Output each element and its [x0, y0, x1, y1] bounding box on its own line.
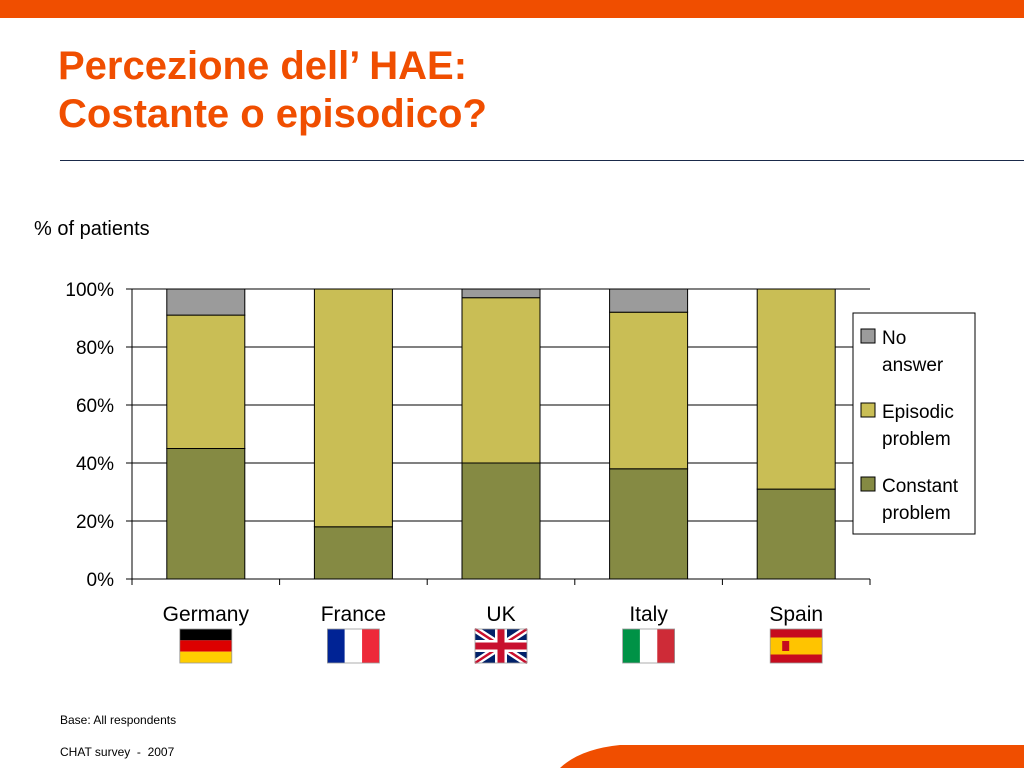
y-axis-label: % of patients: [34, 218, 150, 240]
italy-flag-icon: [622, 628, 675, 664]
y-tick-label: 20%: [76, 512, 114, 533]
title-divider: [60, 160, 1024, 161]
bar-france-episodic: [313, 288, 393, 528]
x-tick-label: Italy: [629, 603, 668, 626]
bar-spain-constant: [756, 488, 836, 580]
legend-label-episodic: Episodic: [882, 402, 954, 423]
legend-label-constant: problem: [882, 503, 951, 524]
bar-germany-no_answer: [166, 288, 246, 316]
top-accent-bar: [0, 0, 1024, 18]
france-flag-icon: [326, 628, 380, 664]
x-tick-label: France: [321, 603, 386, 626]
legend-label-constant: Constant: [882, 476, 959, 497]
x-tick-label: UK: [486, 603, 515, 626]
legend-swatch-no_answer: [860, 328, 876, 344]
legend-label-episodic: problem: [882, 429, 951, 450]
title-line-2: Costante o episodico?: [58, 92, 487, 136]
x-tick-label: Spain: [769, 603, 823, 626]
legend-label-no_answer: No: [882, 328, 906, 349]
base-note: Base: All respondents: [60, 713, 177, 727]
legend-label-no_answer: answer: [882, 355, 944, 376]
bar-uk-constant: [461, 462, 541, 580]
source-note: CHAT survey - 2007: [60, 745, 175, 759]
stacked-bar-chart: 0% 20% 40% 60% 80% 100% Germany France UK Italy Sp…: [65, 280, 976, 666]
bar-uk-no_answer: [461, 288, 541, 299]
y-tick-label: 40%: [76, 454, 114, 475]
corner-accent-shape: [560, 745, 1024, 768]
bar-italy-episodic: [609, 311, 689, 470]
bar-uk-episodic: [461, 297, 541, 464]
bar-france-constant: [313, 526, 393, 580]
germany-flag-icon: [179, 628, 233, 664]
legend-box: [852, 312, 976, 535]
spain-flag-icon: [769, 628, 823, 664]
legend-swatch-episodic: [860, 402, 876, 418]
y-tick-label: 80%: [76, 338, 114, 359]
bar-italy-no_answer: [609, 288, 689, 313]
x-tick-label: Germany: [163, 603, 250, 626]
y-tick-label: 60%: [76, 396, 114, 417]
title-line-1: Percezione dell’ HAE:: [58, 44, 468, 88]
y-tick-label: 100%: [65, 280, 114, 301]
y-tick-label: 0%: [87, 570, 115, 591]
slide-title: Percezione dell’ HAE: Costante o episodi…: [58, 42, 487, 138]
bar-germany-constant: [166, 448, 246, 580]
legend-swatch-constant: [860, 476, 876, 492]
uk-flag-icon: [473, 626, 529, 666]
bar-germany-episodic: [166, 314, 246, 449]
bar-italy-constant: [609, 468, 689, 580]
bar-spain-episodic: [756, 288, 836, 490]
